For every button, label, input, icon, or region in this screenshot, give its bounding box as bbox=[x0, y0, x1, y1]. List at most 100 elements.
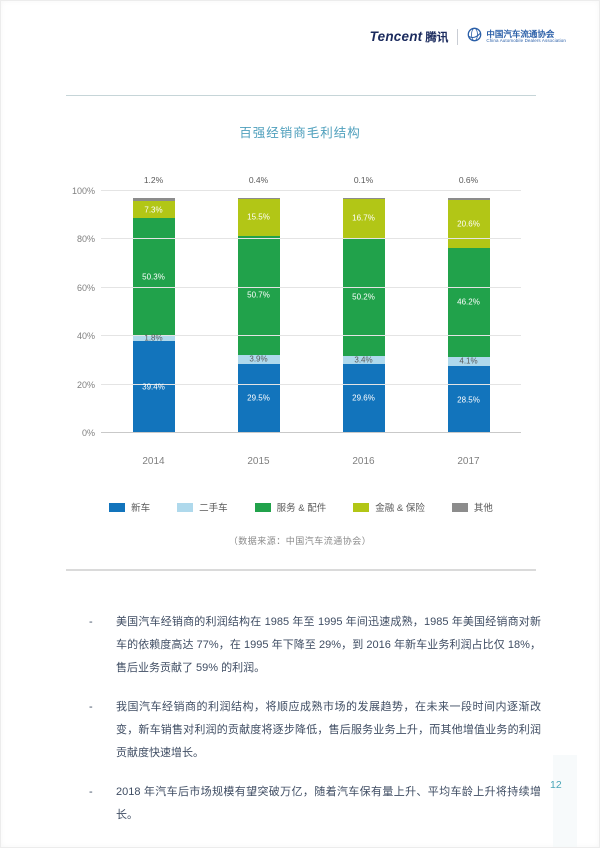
gridline bbox=[101, 383, 521, 385]
segment-value-label: 3.4% bbox=[354, 355, 373, 365]
y-axis-tick: 60% bbox=[76, 282, 95, 293]
gridline bbox=[101, 335, 521, 337]
segment-value-label: 28.5% bbox=[457, 395, 480, 405]
y-axis-tick: 40% bbox=[76, 331, 95, 342]
list-item: - 2018 年汽车后市场规模有望突破万亿，随着汽车保有量上升、平均车龄上升将持… bbox=[89, 781, 541, 827]
header-logos: Tencent 腾讯 中国汽车流通协会 China Automobile Dea… bbox=[370, 27, 566, 47]
bar-2015: 29.5% 3.9% 50.7% 15.5% 0.4% bbox=[237, 175, 280, 433]
segment-value-label: 3.9% bbox=[249, 354, 268, 364]
bar-top-value-label: 0.4% bbox=[248, 175, 269, 186]
segment-value-label: 29.5% bbox=[247, 393, 270, 403]
gridline bbox=[101, 286, 521, 288]
x-axis-label: 2015 bbox=[247, 456, 270, 467]
segment bbox=[132, 198, 175, 202]
legend-label: 服务 & 配件 bbox=[276, 503, 327, 514]
segment: 4.1% bbox=[447, 356, 490, 367]
x-axis-label: 2017 bbox=[457, 456, 480, 467]
bar-top-value-label: 0.1% bbox=[353, 175, 374, 186]
segment bbox=[447, 198, 490, 200]
bullet-marker: - bbox=[89, 701, 93, 713]
globe-icon bbox=[467, 27, 482, 47]
bar-2017: 28.5% 4.1% 46.2% 20.6% 0.6% bbox=[447, 175, 490, 433]
list-item: - 我国汽车经销商的利润结构，将顺应成熟市场的发展趋势，在未来一段时间内逐渐改变… bbox=[89, 696, 541, 765]
bullet-list: - 美国汽车经销商的利润结构在 1985 年至 1995 年间迅速成熟，1985… bbox=[89, 611, 541, 843]
bar-top-value-label: 0.6% bbox=[458, 175, 479, 186]
stacked-bar: 29.6% 3.4% 50.2% 16.7% bbox=[342, 191, 385, 433]
segment-value-label: 16.7% bbox=[352, 213, 375, 223]
segment: 50.3% bbox=[132, 218, 175, 337]
segment: 20.6% bbox=[447, 199, 490, 249]
x-axis-row: 2014 2015 2016 2017 bbox=[101, 456, 521, 467]
segment: 15.5% bbox=[237, 199, 280, 236]
segment: 1.8% bbox=[132, 334, 175, 343]
chart-title: 百强经销商毛利结构 bbox=[239, 126, 361, 140]
legend-swatch bbox=[177, 502, 194, 512]
bullet-marker: - bbox=[89, 616, 93, 628]
segment: 3.4% bbox=[342, 355, 385, 364]
legend-swatch bbox=[353, 502, 370, 512]
stacked-bar: 28.5% 4.1% 46.2% 20.6% bbox=[447, 191, 490, 433]
gridline bbox=[101, 238, 521, 240]
header-divider bbox=[66, 95, 536, 96]
gridline bbox=[101, 432, 521, 433]
legend-label: 其他 bbox=[473, 503, 493, 514]
bar-2014: 39.4% 1.8% 50.3% 7.3% 1.2% bbox=[132, 175, 175, 433]
segment: 50.7% bbox=[237, 235, 280, 355]
legend-item: 二手车 bbox=[177, 500, 228, 514]
x-axis-label: 2014 bbox=[142, 456, 165, 467]
segment: 46.2% bbox=[447, 248, 490, 357]
segment-value-label: 50.2% bbox=[352, 292, 375, 302]
legend-item: 金融 & 保险 bbox=[353, 500, 425, 514]
legend-item: 服务 & 配件 bbox=[254, 500, 327, 514]
segment-value-label: 1.8% bbox=[144, 333, 163, 343]
segment-value-label: 15.5% bbox=[247, 212, 270, 222]
segment: 28.5% bbox=[447, 366, 490, 433]
page-edge-tint bbox=[553, 755, 577, 847]
segment: 39.4% bbox=[132, 340, 175, 433]
stacked-bar: 29.5% 3.9% 50.7% 15.5% bbox=[237, 191, 280, 433]
segment-value-label: 46.2% bbox=[457, 297, 480, 307]
segment-value-label: 50.7% bbox=[247, 290, 270, 300]
segment bbox=[237, 198, 280, 200]
page-number: 12 bbox=[550, 779, 562, 791]
legend-swatch bbox=[109, 502, 126, 512]
plot-area: 39.4% 1.8% 50.3% 7.3% 1.2% 29.5% 3.9% 50.7% 15.5… bbox=[72, 175, 521, 467]
cada-name-english: China Automobile Dealers Association bbox=[486, 38, 566, 44]
segment-value-label: 50.3% bbox=[142, 272, 165, 282]
bar-top-value-label: 1.2% bbox=[143, 175, 164, 186]
x-axis-label: 2016 bbox=[352, 456, 375, 467]
segment: 29.6% bbox=[342, 363, 385, 433]
cada-logo: 中国汽车流通协会 China Automobile Dealers Associ… bbox=[467, 27, 566, 47]
cada-logo-text: 中国汽车流通协会 China Automobile Dealers Associ… bbox=[486, 28, 566, 44]
tencent-logo-text: Tencent bbox=[369, 29, 423, 44]
logo-divider bbox=[457, 29, 459, 45]
legend-label: 新车 bbox=[131, 503, 151, 514]
bullet-marker: - bbox=[89, 786, 93, 798]
segment-value-label: 29.6% bbox=[352, 393, 375, 403]
section-divider bbox=[66, 569, 536, 571]
segment: 50.2% bbox=[342, 237, 385, 356]
segment-value-label: 20.6% bbox=[457, 219, 480, 229]
legend-swatch bbox=[254, 502, 271, 512]
segment: 29.5% bbox=[237, 363, 280, 433]
data-source-note: （数据来源：中国汽车流通协会） bbox=[228, 536, 372, 546]
gridline bbox=[101, 190, 521, 191]
segment-value-label: 4.1% bbox=[459, 356, 478, 366]
segment: 7.3% bbox=[132, 201, 175, 219]
tencent-logo: Tencent 腾讯 bbox=[370, 29, 449, 45]
bullet-text: 2018 年汽车后市场规模有望突破万亿，随着汽车保有量上升、平均车龄上升将持续增… bbox=[116, 786, 541, 821]
bar-2016: 29.6% 3.4% 50.2% 16.7% 0.1% bbox=[342, 175, 385, 433]
bullet-text: 美国汽车经销商的利润结构在 1985 年至 1995 年间迅速成熟，1985 年… bbox=[116, 616, 541, 674]
segment: 3.9% bbox=[237, 354, 280, 364]
cada-name: 中国汽车流通协会 bbox=[486, 28, 555, 39]
chart-legend: 新车 二手车 服务 & 配件 金融 & 保险 其他 bbox=[66, 500, 536, 514]
y-axis-tick: 100% bbox=[71, 186, 95, 196]
list-item: - 美国汽车经销商的利润结构在 1985 年至 1995 年间迅速成熟，1985… bbox=[89, 611, 541, 680]
y-axis-tick: 80% bbox=[76, 234, 95, 245]
segment-value-label: 7.3% bbox=[144, 205, 163, 215]
legend-swatch bbox=[451, 502, 468, 512]
tencent-logo-cn: 腾讯 bbox=[425, 32, 449, 44]
legend-label: 金融 & 保险 bbox=[375, 503, 425, 514]
segment-value-label: 39.4% bbox=[142, 382, 165, 392]
